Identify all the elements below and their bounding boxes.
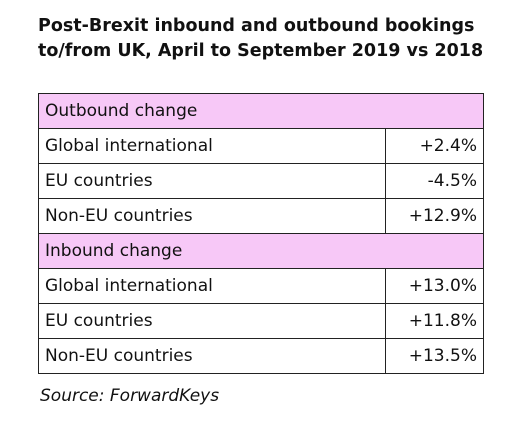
section-header: Outbound change bbox=[38, 93, 484, 129]
table-row: Non-EU countries +13.5% bbox=[38, 338, 484, 374]
row-value: +12.9% bbox=[385, 198, 484, 234]
row-value: +13.0% bbox=[385, 268, 484, 304]
section-row: Outbound change bbox=[38, 93, 484, 129]
table-row: EU countries -4.5% bbox=[38, 163, 484, 199]
title: Post-Brexit inbound and outbound booking… bbox=[38, 14, 483, 64]
title-line: Post-Brexit inbound and outbound booking… bbox=[38, 16, 475, 36]
row-label: EU countries bbox=[38, 163, 386, 199]
row-label: Global international bbox=[38, 128, 386, 164]
source: Source: ForwardKeys bbox=[40, 386, 220, 406]
table-row: Global international +13.0% bbox=[38, 268, 484, 304]
section-row: Inbound change bbox=[38, 233, 484, 269]
table: Outbound change Global international +2.4%… bbox=[38, 93, 484, 374]
row-label: Non-EU countries bbox=[38, 338, 386, 374]
row-label: Non-EU countries bbox=[38, 198, 386, 234]
table-row: Global international +2.4% bbox=[38, 128, 484, 164]
table-row: EU countries +11.8% bbox=[38, 303, 484, 339]
row-label: Global international bbox=[38, 268, 386, 304]
table-row: Non-EU countries +12.9% bbox=[38, 198, 484, 234]
row-value: +11.8% bbox=[385, 303, 484, 339]
row-value: +13.5% bbox=[385, 338, 484, 374]
row-value: -4.5% bbox=[385, 163, 484, 199]
title-line: to/from UK, April to September 2019 vs 2… bbox=[38, 41, 484, 61]
row-value: +2.4% bbox=[385, 128, 484, 164]
row-label: EU countries bbox=[38, 303, 386, 339]
section-header: Inbound change bbox=[38, 233, 484, 269]
